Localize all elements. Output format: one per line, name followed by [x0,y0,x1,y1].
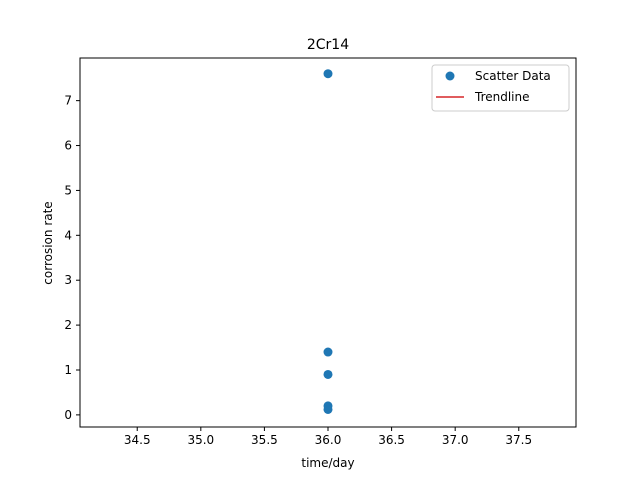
legend: Scatter Data Trendline [431,64,570,112]
y-tick-label: 4 [64,228,72,242]
y-tick-label: 6 [64,139,72,153]
legend-label: Scatter Data [475,69,551,83]
x-tick-label: 36.0 [315,433,342,447]
data-point [323,369,333,379]
y-tick-label: 2 [64,318,72,332]
legend-label: Trendline [474,90,530,104]
scatter-points [323,69,333,414]
x-axis: 34.5 35.0 35.5 36.0 36.5 37.0 37.5 [124,427,532,447]
x-tick-label: 34.5 [124,433,151,447]
chart-title: 2Cr14 [307,37,349,53]
data-point [323,69,333,79]
data-point [323,404,333,414]
y-tick-label: 1 [64,363,72,377]
legend-box [431,64,570,112]
data-point [323,347,333,357]
y-axis-label: corrosion rate [41,201,55,284]
y-tick-label: 0 [64,408,72,422]
legend-marker-scatter [445,71,455,81]
x-axis-label: time/day [301,456,354,470]
x-tick-label: 35.5 [251,433,278,447]
y-axis: 0 1 2 3 4 5 6 7 [64,94,80,422]
y-tick-label: 5 [64,183,72,197]
x-tick-label: 35.0 [187,433,214,447]
x-tick-label: 36.5 [378,433,405,447]
x-tick-label: 37.0 [442,433,469,447]
y-tick-label: 3 [64,273,72,287]
x-tick-label: 37.5 [505,433,532,447]
y-tick-label: 7 [64,94,72,108]
